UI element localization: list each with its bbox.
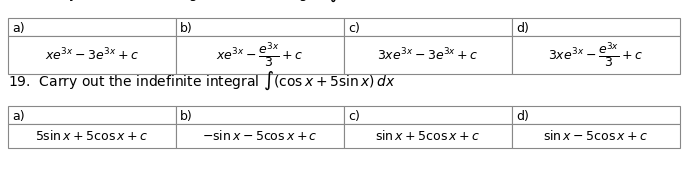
Text: $\sin x + 5\cos x + c$: $\sin x + 5\cos x + c$ [375, 129, 481, 143]
Text: 19.  Carry out the indefinite integral $\int(\cos x + 5\sin x)\,dx$: 19. Carry out the indefinite integral $\… [8, 70, 395, 92]
Bar [512, 36, 680, 74]
Bar [176, 36, 344, 74]
Text: 20.  Carry out the following indefinite integral $\int 3xe^{3x}\,dx$: 20. Carry out the following indefinite i… [8, 0, 400, 4]
Text: $-\sin x - 5\cos x + c$: $-\sin x - 5\cos x + c$ [202, 129, 318, 143]
Text: $xe^{3x} - \dfrac{e^{3x}}{3} + c$: $xe^{3x} - \dfrac{e^{3x}}{3} + c$ [216, 40, 304, 70]
Text: $5\sin x + 5\cos x + c$: $5\sin x + 5\cos x + c$ [36, 129, 148, 143]
Text: b): b) [180, 110, 193, 123]
Text: b): b) [180, 22, 193, 35]
Bar [512, 124, 680, 148]
Bar [344, 106, 512, 124]
Bar [344, 36, 512, 74]
Bar [8, 36, 176, 74]
Bar [344, 18, 512, 36]
Text: a): a) [12, 22, 24, 35]
Bar [8, 106, 176, 124]
Bar [8, 18, 176, 36]
Bar [512, 18, 680, 36]
Text: $3xe^{3x} - \dfrac{e^{3x}}{3} + c$: $3xe^{3x} - \dfrac{e^{3x}}{3} + c$ [549, 40, 643, 70]
Bar [176, 124, 344, 148]
Text: a): a) [12, 110, 24, 123]
Bar [176, 18, 344, 36]
Bar [344, 124, 512, 148]
Text: $3xe^{3x} - 3e^{3x} + c$: $3xe^{3x} - 3e^{3x} + c$ [377, 47, 479, 63]
Bar [176, 106, 344, 124]
Bar [512, 106, 680, 124]
Text: c): c) [348, 110, 360, 123]
Text: $\sin x - 5\cos x + c$: $\sin x - 5\cos x + c$ [543, 129, 649, 143]
Bar [8, 124, 176, 148]
Text: d): d) [516, 110, 529, 123]
Text: $xe^{3x} - 3e^{3x} + c$: $xe^{3x} - 3e^{3x} + c$ [45, 47, 139, 63]
Text: c): c) [348, 22, 360, 35]
Text: d): d) [516, 22, 529, 35]
